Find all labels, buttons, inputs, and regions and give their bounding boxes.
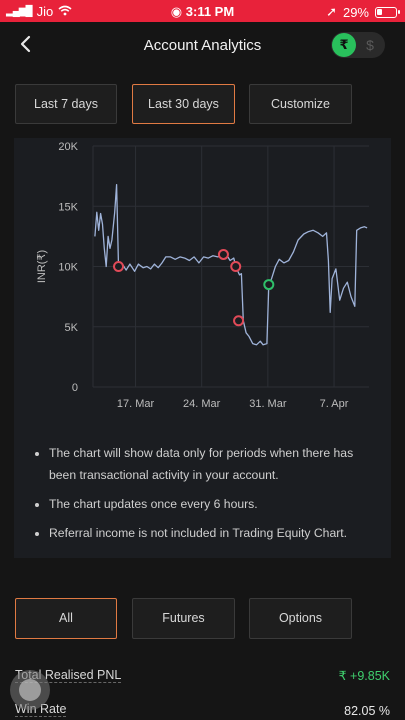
y-tick-label: 20K	[58, 141, 78, 153]
y-tick-label: 10K	[58, 262, 78, 274]
tab-options[interactable]: Options	[249, 598, 352, 639]
x-tick-label: 31. Mar	[249, 398, 287, 410]
assistive-touch-button[interactable]	[10, 670, 50, 710]
alarm-icon: ◉	[170, 4, 183, 19]
sell-marker	[230, 261, 242, 272]
y-tick-label: 0	[72, 382, 78, 394]
tab-all[interactable]: All	[15, 598, 117, 639]
win-rate-value: 82.05 %	[344, 704, 390, 718]
sell-marker	[217, 248, 229, 260]
note-item: The chart updates once every 6 hours.	[32, 493, 382, 515]
app-header: Account Analytics ₹ $	[0, 22, 405, 70]
tab-last-30-days[interactable]: Last 30 days	[132, 84, 235, 124]
buy-marker	[263, 279, 275, 291]
tab-last-7-days[interactable]: Last 7 days	[15, 84, 117, 124]
x-tick-label: 17. Mar	[117, 398, 155, 410]
note-item: The chart will show data only for period…	[32, 442, 382, 486]
tab-customize[interactable]: Customize	[249, 84, 352, 124]
chart-notes: The chart will show data only for period…	[32, 442, 382, 551]
y-axis-label: INR(₹)	[36, 250, 48, 283]
back-button[interactable]	[14, 32, 38, 56]
total-realised-pnl-value: ₹ +9.85K	[338, 669, 390, 683]
carrier-label: Jio	[36, 4, 54, 19]
equity-chart[interactable]: 0 5K 10K 15K 20K 17. Mar 24. Mar 31. Mar 7. Apr I…	[14, 138, 391, 428]
dollar-icon[interactable]: $	[366, 37, 374, 53]
location-icon: ➚	[326, 4, 337, 19]
tab-futures[interactable]: Futures	[132, 598, 235, 639]
status-bar: ▂▄▆█ Jio ◉ 3:11 PM ➚ 29%	[0, 0, 405, 22]
signal-icon: ▂▄▆█	[6, 6, 33, 17]
sell-marker	[233, 315, 245, 327]
battery-percentage: 29%	[342, 4, 369, 20]
sell-marker	[113, 261, 125, 272]
page-title: Account Analytics	[143, 37, 262, 54]
x-tick-label: 24. Mar	[183, 398, 221, 410]
equity-chart-card: 0 5K 10K 15K 20K 17. Mar 24. Mar 31. Mar 7. Apr I…	[14, 138, 391, 558]
note-item: Referral income is not included in Tradi…	[32, 522, 382, 544]
y-tick-label: 15K	[58, 201, 78, 213]
clock-time: 3:11 PM	[185, 4, 235, 19]
wifi-icon	[58, 4, 72, 19]
y-tick-label: 5K	[65, 322, 79, 334]
x-tick-label: 7. Apr	[320, 398, 349, 410]
chevron-left-icon	[20, 35, 31, 53]
rupee-icon[interactable]: ₹	[332, 33, 356, 57]
currency-toggle[interactable]: ₹ $	[331, 32, 385, 58]
battery-icon	[375, 6, 400, 18]
